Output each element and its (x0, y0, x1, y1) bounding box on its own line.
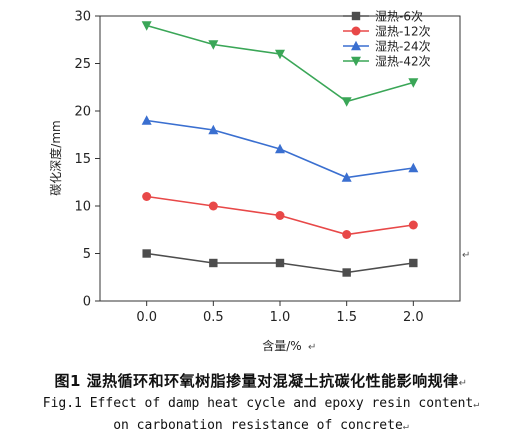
y-tick-label: 15 (74, 152, 91, 167)
data-point (209, 258, 218, 268)
caption-paragraph-mark: ↵ (473, 399, 480, 410)
figure-caption-chinese: 图1 湿热循环和环氧树脂掺量对混凝土抗碳化性能影响规律↵ (0, 370, 522, 391)
data-point (142, 192, 152, 201)
legend-label: 湿热-6次 (375, 9, 423, 24)
x-axis-ticks: 0.0 0.5 1.0 1.5 2.0 (136, 301, 424, 325)
x-tick-label: 1.5 (336, 310, 357, 325)
y-tick-label: 25 (74, 57, 91, 72)
legend-marker (351, 26, 361, 36)
data-point (208, 201, 218, 211)
legend-label: 湿热-42次 (375, 54, 431, 69)
legend-marker (351, 56, 361, 67)
x-axis-label-paragraph-mark: ↵ (308, 342, 316, 353)
data-point (275, 49, 285, 60)
caption-english-line2-text: on carbonation resistance of concrete (113, 418, 403, 433)
legend-label: 湿热-24次 (375, 39, 431, 54)
data-point (208, 40, 219, 50)
data-point (275, 258, 285, 268)
caption-paragraph-mark: ↵ (458, 378, 468, 389)
data-point (208, 124, 219, 135)
series-line (146, 24, 414, 103)
data-point (275, 211, 285, 220)
y-axis-ticks: 0 5 10 15 20 25 30 (74, 10, 100, 310)
x-tick-label: 0.5 (203, 310, 224, 325)
legend-marker (351, 40, 361, 51)
x-tick-label: 0.0 (136, 310, 157, 325)
data-point (409, 258, 418, 268)
x-tick-label: 2.0 (403, 310, 424, 325)
data-point (341, 172, 352, 182)
y-tick-label: 0 (83, 295, 91, 310)
y-tick-label: 10 (74, 200, 91, 215)
x-tick-label: 1.0 (270, 310, 291, 325)
y-tick-label: 30 (74, 10, 91, 25)
data-point (341, 97, 352, 107)
caption-english-line1-text: Fig.1 Effect of damp heat cycle and epox… (42, 396, 474, 411)
data-point (408, 220, 418, 230)
legend-label: 湿热-12次 (375, 24, 431, 39)
paragraph-mark: ↵ (462, 250, 470, 261)
data-point (408, 162, 419, 173)
caption-paragraph-mark: ↵ (402, 421, 409, 432)
y-axis-label: 碳化深度/mm (48, 120, 63, 195)
data-point (342, 268, 351, 277)
caption-chinese-text: 图1 湿热循环和环氧树脂掺量对混凝土抗碳化性能影响规律 (54, 372, 459, 390)
x-axis-label: 含量/% (262, 338, 301, 353)
y-tick-label: 20 (74, 105, 91, 120)
data-point (275, 143, 285, 154)
data-point (408, 78, 419, 88)
series-layer (141, 21, 419, 277)
chart-svg: 0 5 10 15 20 25 30 0.0 0.5 1.0 1.5 2.0 湿热-6次湿热-12次… (48, 9, 470, 354)
data-point (142, 249, 151, 258)
figure-caption-english-line2: on carbonation resistance of concrete↵ (0, 418, 522, 433)
data-point (141, 115, 152, 125)
data-point (342, 230, 352, 239)
legend-marker (351, 11, 361, 21)
data-point (141, 21, 152, 31)
figure-caption-english-line1: Fig.1 Effect of damp heat cycle and epox… (0, 396, 522, 411)
y-tick-label: 5 (83, 247, 91, 262)
